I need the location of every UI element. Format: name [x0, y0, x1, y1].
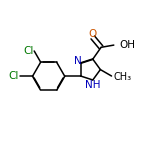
Text: N: N: [74, 56, 82, 66]
Text: NH: NH: [85, 80, 100, 90]
Text: Cl: Cl: [9, 71, 19, 81]
Text: Cl: Cl: [23, 46, 33, 56]
Text: CH₃: CH₃: [114, 72, 132, 82]
Text: OH: OH: [119, 40, 135, 50]
Text: O: O: [88, 29, 96, 39]
